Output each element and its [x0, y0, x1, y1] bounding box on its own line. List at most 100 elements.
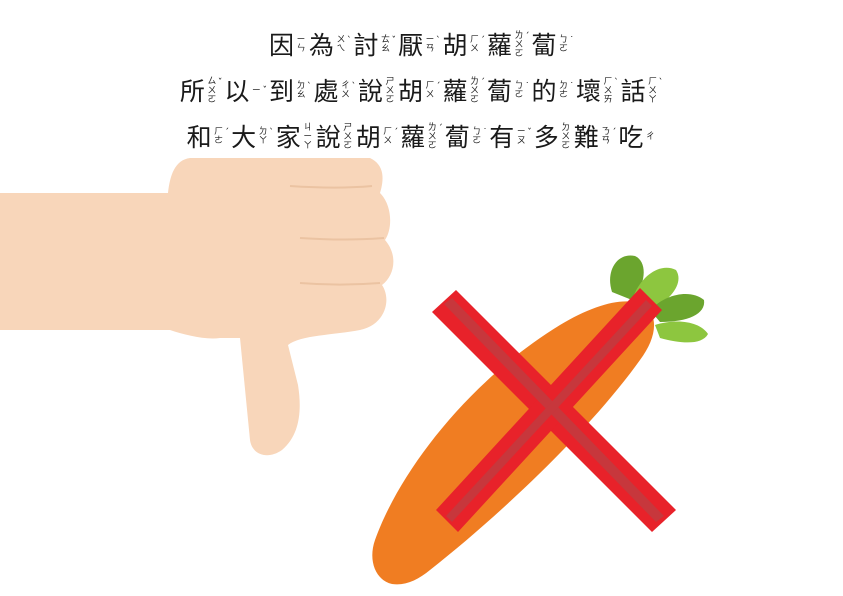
bopomofo-symbol: ㄨ: [385, 85, 395, 96]
bopomofo-symbol: ㄏ: [383, 127, 393, 137]
character-unit: 多ㄉㄨㄛ: [534, 122, 572, 151]
tone-mark: ˊ: [436, 82, 441, 92]
bopomofo-symbol: ㄏ: [425, 81, 435, 91]
tone-mark: ˙: [569, 36, 575, 46]
hanzi-character: 蘿: [442, 76, 468, 106]
tone-mark: ˙: [482, 128, 488, 138]
bopomofo-symbol: ㄧ: [425, 35, 435, 45]
bopomofo-symbol: ㄠ: [296, 90, 306, 100]
bopomofo-symbol: ㄨ: [561, 131, 571, 142]
character-unit: 蔔ㄅㄛ ˙: [445, 125, 488, 150]
hanzi-character: 討: [353, 30, 379, 60]
bopomofo-symbol: ㄙ: [207, 76, 217, 87]
tone-mark: ˋ: [269, 128, 274, 138]
hanzi-character: 有: [489, 122, 515, 152]
bopomofo-symbol: ㄛ: [343, 140, 353, 151]
tone-mark: ˋ: [306, 82, 312, 92]
hanzi-character: 和: [186, 122, 212, 152]
tone-mark: ˊ: [438, 123, 443, 134]
bopomofo-symbol: ㄋ: [601, 127, 611, 137]
bopomofo-annotation: ㄅㄛ ˙: [512, 82, 530, 100]
tone-mark: ˋ: [351, 82, 356, 92]
hanzi-character: 以: [224, 76, 250, 106]
bopomofo-symbol: ㄉ: [561, 122, 571, 133]
bopomofo-annotation: ㄅㄛ ˙: [557, 36, 575, 54]
hanzi-character: 難: [573, 122, 599, 152]
bopomofo-symbol: ㄊ: [380, 35, 390, 45]
thumbs-down-icon: [0, 158, 394, 456]
character-unit: 說ㄕㄨㄛ: [316, 122, 354, 151]
bopomofo-annotation: ㄕㄨㄛ: [341, 122, 354, 151]
hanzi-character: 所: [179, 76, 205, 106]
hanzi-character: 蔔: [531, 30, 557, 60]
bopomofo-symbol: ㄏ: [214, 127, 224, 137]
bopomofo-annotation: ㄔ: [643, 132, 656, 142]
hanzi-character: 大: [231, 122, 257, 152]
bopomofo-symbol: ㄛ: [207, 94, 217, 105]
bopomofo-symbol: ㄔ: [340, 81, 350, 91]
tone-mark: ˊ: [393, 128, 399, 138]
character-unit: 家ㄐㄧㄚ: [275, 122, 314, 152]
character-unit: 因ㄧㄣ: [269, 33, 307, 58]
bopomofo-symbol: ㄟ: [336, 44, 346, 54]
bopomofo-symbol: ㄜ: [214, 136, 224, 146]
tone-mark: ˊ: [480, 77, 486, 88]
hanzi-character: 的: [531, 76, 557, 106]
bopomofo-symbol: ㄨ: [383, 136, 393, 146]
tone-mark: ˋ: [436, 36, 441, 46]
tone-mark: ˋ: [346, 36, 352, 46]
character-unit: 蔔ㄅㄛ ˙: [487, 79, 530, 104]
bopomofo-symbol: ㄅ: [514, 81, 524, 91]
bopomofo-symbol: ㄨ: [470, 44, 480, 54]
bopomofo-symbol: ㄨ: [603, 85, 613, 96]
bopomofo-symbol: ㄛ: [559, 44, 569, 54]
hanzi-character: 胡: [442, 30, 468, 60]
bopomofo-symbol: ㄕ: [343, 122, 353, 133]
bopomofo-symbol: ㄨ: [336, 35, 346, 45]
bopomofo-symbol: ㄨ: [648, 85, 658, 96]
bopomofo-symbol: ㄛ: [561, 140, 571, 151]
bopomofo-symbol: ㄚ: [258, 136, 268, 146]
bopomofo-symbol: ㄏ: [470, 35, 480, 45]
hanzi-character: 到: [268, 76, 294, 106]
bopomofo-symbol: ㄚ: [648, 94, 658, 105]
character-unit: 的ㄉㄜ ˙: [532, 79, 575, 104]
bopomofo-symbol: ㄨ: [427, 131, 437, 142]
bopomofo-symbol: ㄐ: [303, 122, 313, 133]
tone-mark: ˇ: [527, 128, 532, 138]
character-unit: 吃ㄔ: [618, 125, 656, 150]
bopomofo-symbol: ㄧ: [296, 35, 306, 45]
bopomofo-symbol: ㄌ: [514, 30, 524, 41]
hanzi-character: 蔔: [444, 122, 470, 152]
bopomofo-symbol: ㄧ: [303, 131, 313, 142]
bopomofo-annotation: ㄉㄨㄛ: [559, 122, 572, 151]
tone-mark: ˋ: [614, 77, 619, 88]
hanzi-character: 話: [620, 76, 646, 106]
bopomofo-symbol: ㄛ: [514, 48, 524, 59]
bopomofo-symbol: ㄌ: [470, 76, 480, 87]
bopomofo-symbol: ㄨ: [340, 90, 350, 100]
hanzi-character: 家: [275, 122, 301, 152]
bopomofo-symbol: ㄏ: [603, 76, 613, 87]
hanzi-character: 為: [308, 30, 334, 60]
bopomofo-symbol: ㄨ: [207, 85, 217, 96]
